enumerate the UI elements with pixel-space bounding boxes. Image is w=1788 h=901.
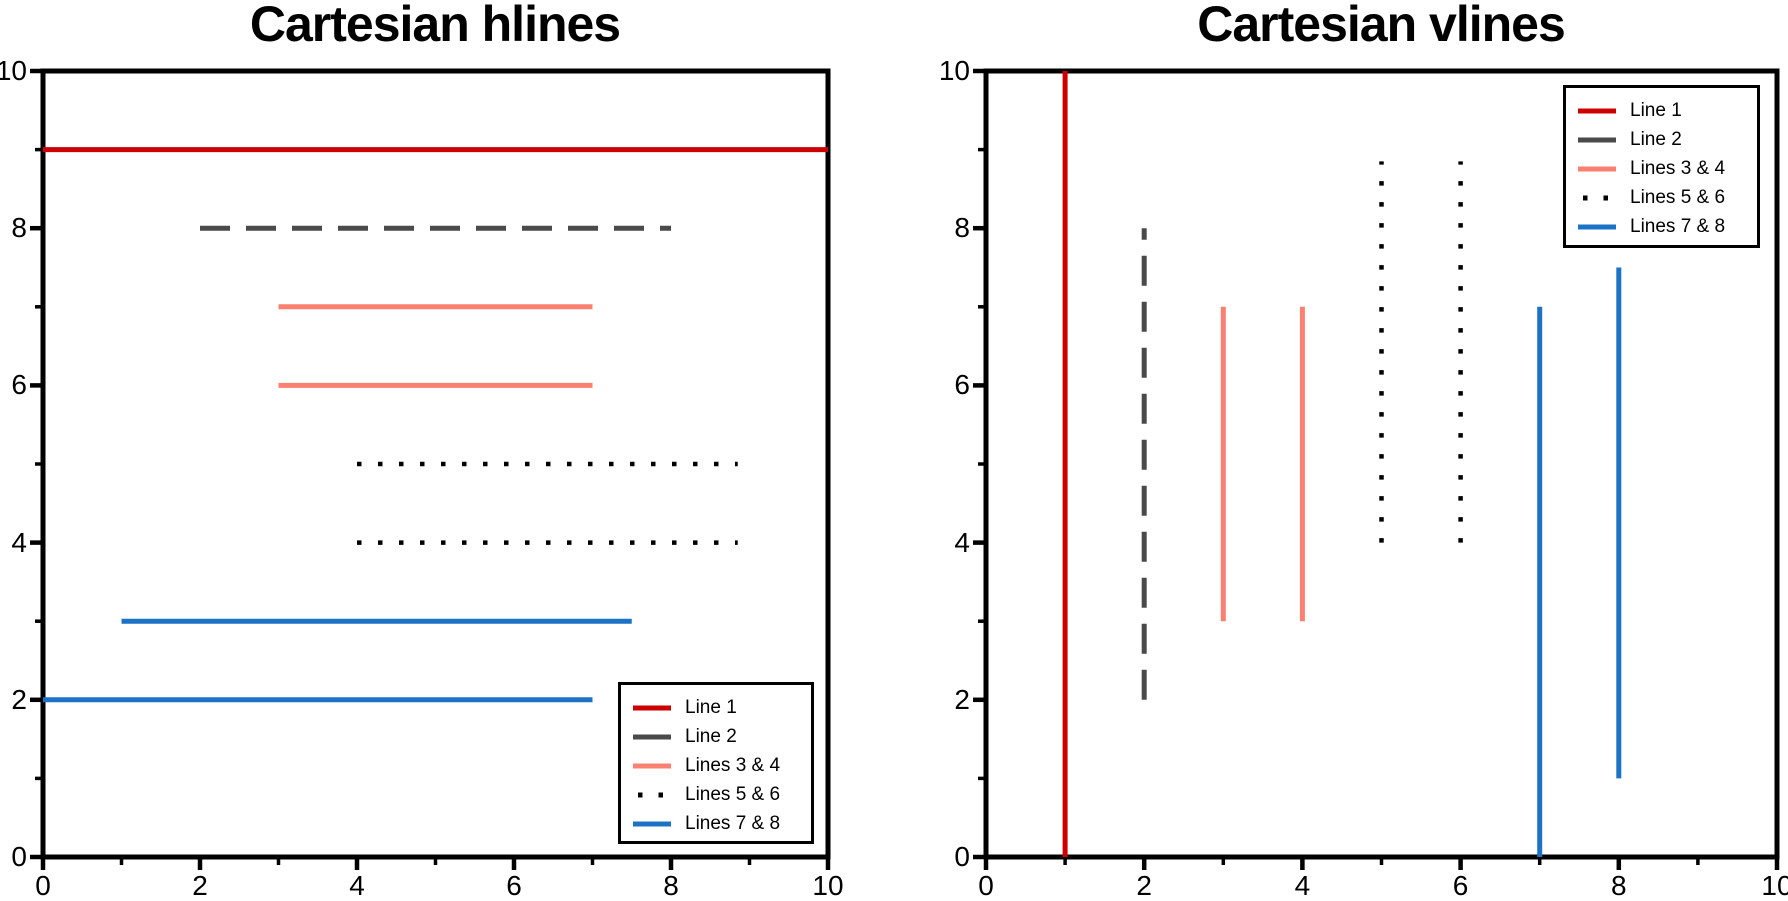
legend-solid-line-swatch-icon xyxy=(1578,108,1616,113)
hlines-x-tick-label: 8 xyxy=(663,870,679,901)
hlines-y-tick-label: 6 xyxy=(11,369,27,401)
hlines-y-tick-label: 4 xyxy=(11,526,27,558)
vlines-y-tick-label: 10 xyxy=(938,55,970,86)
legend-label: Lines 5 & 6 xyxy=(685,783,781,805)
vlines-x-tick-label: 0 xyxy=(978,870,994,901)
vlines-x-tick-label: 10 xyxy=(1761,870,1788,901)
legend-dashed-line-swatch-icon xyxy=(1578,137,1616,142)
vlines-x-tick-label: 4 xyxy=(1294,870,1311,901)
vlines-y-tick-label: 2 xyxy=(954,683,970,715)
legend-solid-line-swatch-icon xyxy=(1578,166,1616,171)
hlines-x-tick-label: 0 xyxy=(35,870,51,901)
hlines-legend-entry-line-2: Line 2 xyxy=(621,722,811,751)
legend-label: Lines 7 & 8 xyxy=(1630,215,1726,237)
hlines-legend-entry-line-1: Line 1 xyxy=(621,693,811,722)
legend-label: Lines 7 & 8 xyxy=(685,812,781,834)
vlines-y-tick-label: 0 xyxy=(954,841,970,872)
legend-dotted-line-swatch-icon xyxy=(638,792,668,797)
hlines-legend: Line 1 Line 2 Lines 3 & 4 Lines 5 & 6 Lines … xyxy=(618,682,814,844)
legend-dotted-line-swatch-icon xyxy=(1583,195,1613,200)
legend-solid-line-swatch-icon xyxy=(633,763,671,768)
vlines-legend-entry-lines-7-8: Lines 7 & 8 xyxy=(1566,212,1757,241)
legend-solid-line-swatch-icon xyxy=(633,705,671,710)
vlines-y-tick-label: 6 xyxy=(954,369,970,401)
vlines-x-tick-label: 8 xyxy=(1611,870,1627,901)
legend-label: Line 1 xyxy=(685,696,737,718)
legend-solid-line-swatch-icon xyxy=(633,821,671,826)
legend-label: Line 2 xyxy=(685,725,737,747)
vlines-legend: Line 1 Line 2 Lines 3 & 4 Lines 5 & 6 Lines … xyxy=(1563,85,1760,248)
legend-solid-line-swatch-icon xyxy=(1578,224,1616,229)
hlines-legend-entry-lines-3-4: Lines 3 & 4 xyxy=(621,751,811,780)
hlines-x-tick-label: 4 xyxy=(349,870,365,901)
legend-label: Line 1 xyxy=(1630,99,1682,121)
hlines-y-tick-label: 2 xyxy=(11,683,27,715)
vlines-legend-entry-lines-3-4: Lines 3 & 4 xyxy=(1566,154,1757,183)
vlines-chart-title: Cartesian vlines xyxy=(1197,0,1566,52)
vlines-x-tick-label: 2 xyxy=(1136,870,1152,901)
vlines-y-tick-label: 4 xyxy=(954,526,970,558)
vlines-legend-entry-line-2: Line 2 xyxy=(1566,125,1757,154)
vlines-legend-entry-line-1: Line 1 xyxy=(1566,96,1757,125)
vlines-legend-entry-lines-5-6: Lines 5 & 6 xyxy=(1566,183,1757,212)
legend-label: Lines 3 & 4 xyxy=(685,754,781,776)
hlines-chart-title: Cartesian hlines xyxy=(249,0,621,52)
hlines-legend-entry-lines-7-8: Lines 7 & 8 xyxy=(621,809,811,838)
legend-label: Line 2 xyxy=(1630,128,1682,150)
legend-label: Lines 5 & 6 xyxy=(1630,186,1726,208)
hlines-y-tick-label: 10 xyxy=(0,55,27,86)
hlines-legend-entry-lines-5-6: Lines 5 & 6 xyxy=(621,780,811,809)
vlines-x-tick-label: 6 xyxy=(1452,870,1469,901)
legend-label: Lines 3 & 4 xyxy=(1630,157,1726,179)
hlines-y-tick-label: 0 xyxy=(11,841,27,872)
hlines-x-tick-label: 6 xyxy=(506,870,522,901)
vlines-y-tick-label: 8 xyxy=(954,212,970,244)
legend-dashed-line-swatch-icon xyxy=(633,734,671,739)
hlines-y-tick-label: 8 xyxy=(11,212,27,244)
hlines-x-tick-label: 2 xyxy=(192,870,208,901)
